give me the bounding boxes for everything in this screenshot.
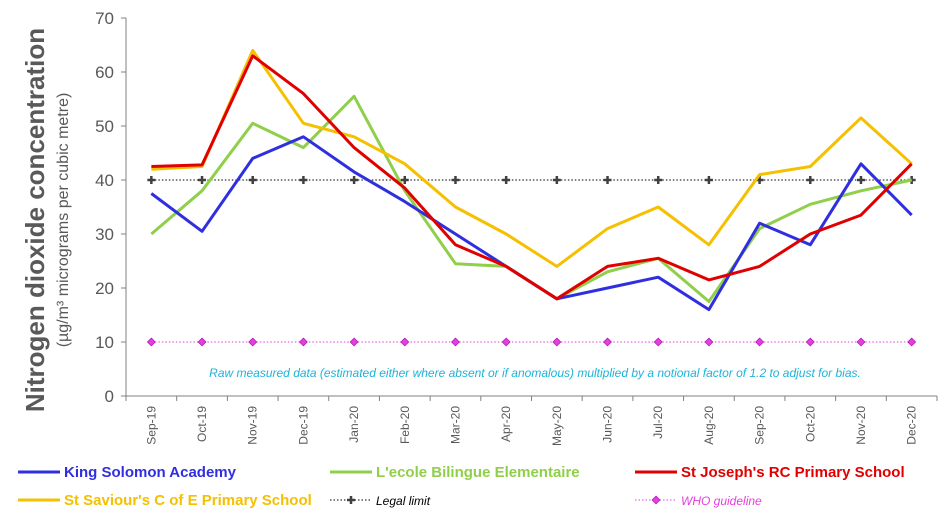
who-guideline-marker bbox=[704, 337, 714, 347]
y-axis-title: Nitrogen dioxide concentration (µg/m³ mi… bbox=[20, 28, 72, 412]
series-l-ecole-bilingue-elementaire bbox=[150, 94, 912, 303]
legal-limit-marker bbox=[147, 176, 156, 184]
y-tick-label: 20 bbox=[95, 279, 114, 298]
legal-limit-marker bbox=[350, 176, 359, 184]
who-guideline-marker bbox=[603, 337, 612, 347]
y-tick-label: 70 bbox=[95, 9, 114, 28]
who-guideline-marker bbox=[298, 337, 308, 347]
x-tick-label: Dec-20 bbox=[905, 406, 919, 445]
x-tick-label: Jan-20 bbox=[347, 406, 361, 443]
series-line bbox=[151, 54, 913, 301]
x-tick-label: Mar-20 bbox=[448, 406, 462, 444]
who-guideline-marker bbox=[349, 337, 359, 347]
series-legal-limit bbox=[147, 176, 916, 184]
legend-item: WHO guideline bbox=[635, 494, 762, 508]
x-tick-label: Sep-19 bbox=[144, 406, 158, 445]
who-guideline-marker bbox=[651, 495, 661, 505]
legend-item: L'ecole Bilingue Elementaire bbox=[330, 464, 580, 481]
who-guideline-marker bbox=[248, 337, 258, 347]
legal-limit-marker bbox=[451, 176, 460, 184]
who-guideline-marker bbox=[805, 337, 815, 347]
legend-label: WHO guideline bbox=[681, 494, 762, 508]
axes: 0 10 20 30 40 50 60 70 Sep-19 Oct-19 Nov-19 Dec-19 J… bbox=[95, 9, 938, 446]
x-tick-label: Jun-20 bbox=[601, 406, 615, 443]
legal-limit-marker bbox=[400, 176, 409, 184]
series-who-guideline bbox=[146, 337, 917, 347]
who-guideline-marker bbox=[501, 337, 511, 347]
who-guideline-marker bbox=[400, 337, 410, 347]
legend-item: St Saviour's C of E Primary School bbox=[18, 492, 312, 509]
legend-label: Legal limit bbox=[376, 494, 431, 508]
legal-limit-marker bbox=[654, 176, 663, 184]
legal-limit-marker bbox=[856, 176, 865, 184]
y-tick-label: 40 bbox=[95, 171, 114, 190]
y-tick-label: 60 bbox=[95, 63, 114, 82]
x-tick-label: Aug-20 bbox=[702, 406, 716, 445]
who-guideline-marker bbox=[856, 337, 866, 347]
legal-limit-marker bbox=[502, 176, 511, 184]
y-tick-label: 10 bbox=[95, 333, 114, 352]
legend: King Solomon Academy L'ecole Bilingue Ele… bbox=[18, 464, 905, 509]
x-tick-label: Oct-19 bbox=[195, 406, 209, 442]
who-guideline-marker bbox=[197, 337, 207, 347]
y-axis-title-sub: (µg/m³ micrograms per cubic metre) bbox=[55, 93, 72, 348]
legend-label: L'ecole Bilingue Elementaire bbox=[376, 464, 580, 481]
y-tick-label: 50 bbox=[95, 117, 114, 136]
x-tick-label: Oct-20 bbox=[803, 406, 817, 442]
legend-item: St Joseph's RC Primary School bbox=[635, 464, 905, 481]
legend-label: King Solomon Academy bbox=[64, 464, 237, 481]
annotation-note: Raw measured data (estimated either wher… bbox=[209, 366, 861, 380]
legal-limit-marker bbox=[603, 176, 612, 184]
legend-item: King Solomon Academy bbox=[18, 464, 237, 481]
y-tick-label: 30 bbox=[95, 225, 114, 244]
who-guideline-marker bbox=[552, 337, 562, 347]
series-line bbox=[151, 48, 913, 268]
legal-limit-marker bbox=[704, 176, 713, 184]
x-tick-label: Nov-19 bbox=[246, 406, 260, 445]
who-guideline-marker bbox=[907, 337, 917, 347]
legal-limit-marker bbox=[552, 176, 561, 184]
legal-limit-marker bbox=[248, 176, 257, 184]
y-axis-title-main: Nitrogen dioxide concentration bbox=[20, 28, 50, 412]
x-tick-label: Apr-20 bbox=[499, 406, 513, 442]
legend-item: Legal limit bbox=[330, 494, 431, 508]
series-line bbox=[150, 94, 912, 303]
y-tick-label: 0 bbox=[105, 387, 114, 406]
series-st-joseph-s-rc-primary-school bbox=[151, 54, 913, 301]
legend-label: St Joseph's RC Primary School bbox=[681, 464, 905, 481]
who-guideline-marker bbox=[653, 337, 663, 347]
legal-limit-marker bbox=[806, 176, 815, 184]
who-guideline-marker bbox=[146, 337, 156, 347]
legal-limit-marker bbox=[198, 176, 207, 184]
legal-limit-marker bbox=[299, 176, 308, 184]
x-tick-label: Nov-20 bbox=[854, 406, 868, 445]
x-tick-label: Dec-19 bbox=[296, 406, 310, 445]
x-tick-label: Jul-20 bbox=[651, 406, 665, 439]
x-tick-label: Feb-20 bbox=[398, 406, 412, 444]
series-layer bbox=[146, 48, 917, 347]
x-tick-label: Sep-20 bbox=[753, 406, 767, 445]
legend-label: St Saviour's C of E Primary School bbox=[64, 492, 312, 509]
legal-limit-marker bbox=[347, 496, 355, 504]
who-guideline-marker bbox=[451, 337, 460, 347]
who-guideline-marker bbox=[755, 337, 765, 347]
series-st-saviour-s-c-of-e-primary-school bbox=[151, 48, 913, 268]
x-tick-label: May-20 bbox=[550, 406, 564, 446]
